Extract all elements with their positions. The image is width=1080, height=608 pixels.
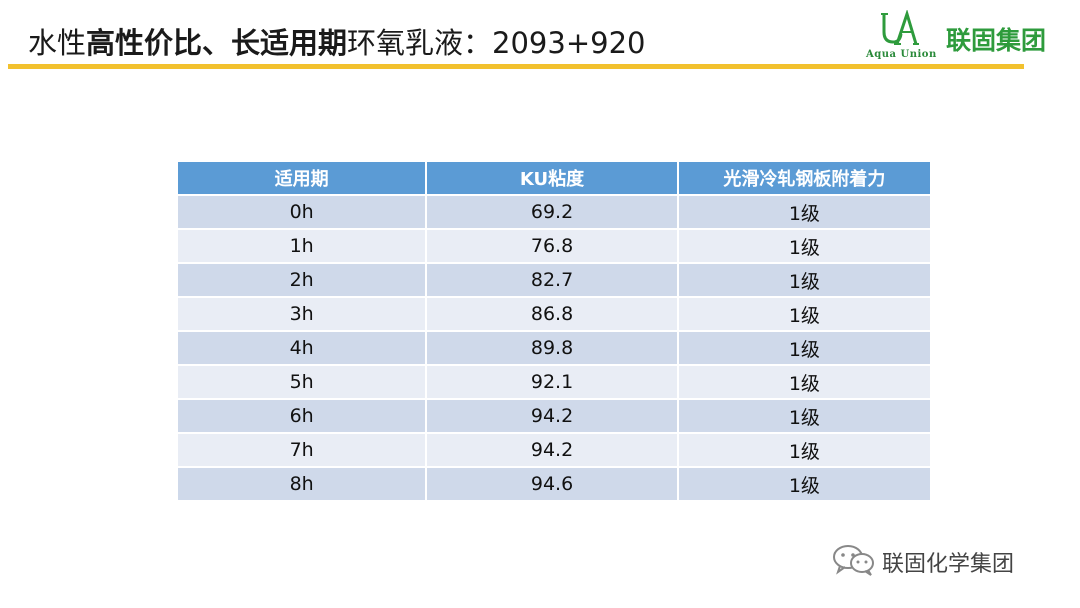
table-header-row: 适用期 KU粘度 光滑冷轧钢板附着力 xyxy=(175,160,933,196)
title-bold: 高性价比、长适用期 xyxy=(86,26,348,60)
footer-brand-text: 联固化学集团 xyxy=(882,552,1015,577)
cell-adhesion: 1级 xyxy=(676,194,933,230)
cell-pot-life: 3h xyxy=(175,296,428,332)
logo-subtitle: Aqua Union xyxy=(866,49,937,60)
company-logo: Aqua Union 联固集团 xyxy=(866,10,1066,66)
cell-pot-life: 8h xyxy=(175,466,428,502)
logo-company-name: 联固集团 xyxy=(946,26,1047,55)
column-header-adhesion: 光滑冷轧钢板附着力 xyxy=(676,160,933,196)
cell-pot-life: 1h xyxy=(175,228,428,264)
title-underline xyxy=(8,64,1024,69)
column-header-pot-life: 适用期 xyxy=(175,160,428,196)
pot-life-table: 适用期 KU粘度 光滑冷轧钢板附着力 0h 69.2 1级 1h 76.8 1级… xyxy=(175,160,933,502)
title-suffix: 环氧乳液：2093+920 xyxy=(347,26,646,60)
table-row: 2h 82.7 1级 xyxy=(175,262,933,298)
aqua-union-logo-icon xyxy=(881,10,919,45)
table-row: 5h 92.1 1级 xyxy=(175,364,933,400)
cell-ku-viscosity: 94.2 xyxy=(425,398,679,434)
cell-pot-life: 6h xyxy=(175,398,428,434)
table-row: 6h 94.2 1级 xyxy=(175,398,933,434)
cell-pot-life: 2h xyxy=(175,262,428,298)
title-prefix: 水性 xyxy=(28,26,87,60)
cell-adhesion: 1级 xyxy=(676,296,933,332)
cell-adhesion: 1级 xyxy=(676,398,933,434)
cell-ku-viscosity: 89.8 xyxy=(425,330,679,366)
cell-adhesion: 1级 xyxy=(676,330,933,366)
cell-adhesion: 1级 xyxy=(676,228,933,264)
table-row: 8h 94.6 1级 xyxy=(175,466,933,502)
cell-ku-viscosity: 94.6 xyxy=(425,466,679,502)
page-title: 水性高性价比、长适用期环氧乳液：2093+920 xyxy=(28,20,646,62)
cell-ku-viscosity: 69.2 xyxy=(425,194,679,230)
cell-adhesion: 1级 xyxy=(676,466,933,502)
cell-pot-life: 0h xyxy=(175,194,428,230)
cell-pot-life: 4h xyxy=(175,330,428,366)
cell-ku-viscosity: 94.2 xyxy=(425,432,679,468)
table-row: 4h 89.8 1级 xyxy=(175,330,933,366)
cell-pot-life: 7h xyxy=(175,432,428,468)
table-row: 1h 76.8 1级 xyxy=(175,228,933,264)
cell-adhesion: 1级 xyxy=(676,262,933,298)
cell-ku-viscosity: 86.8 xyxy=(425,296,679,332)
cell-pot-life: 5h xyxy=(175,364,428,400)
cell-adhesion: 1级 xyxy=(676,364,933,400)
column-header-ku-viscosity: KU粘度 xyxy=(425,160,679,196)
cell-adhesion: 1级 xyxy=(676,432,933,468)
cell-ku-viscosity: 82.7 xyxy=(425,262,679,298)
table-row: 0h 69.2 1级 xyxy=(175,194,933,230)
wechat-icon xyxy=(833,545,874,576)
cell-ku-viscosity: 76.8 xyxy=(425,228,679,264)
table-row: 7h 94.2 1级 xyxy=(175,432,933,468)
cell-ku-viscosity: 92.1 xyxy=(425,364,679,400)
table-row: 3h 86.8 1级 xyxy=(175,296,933,332)
